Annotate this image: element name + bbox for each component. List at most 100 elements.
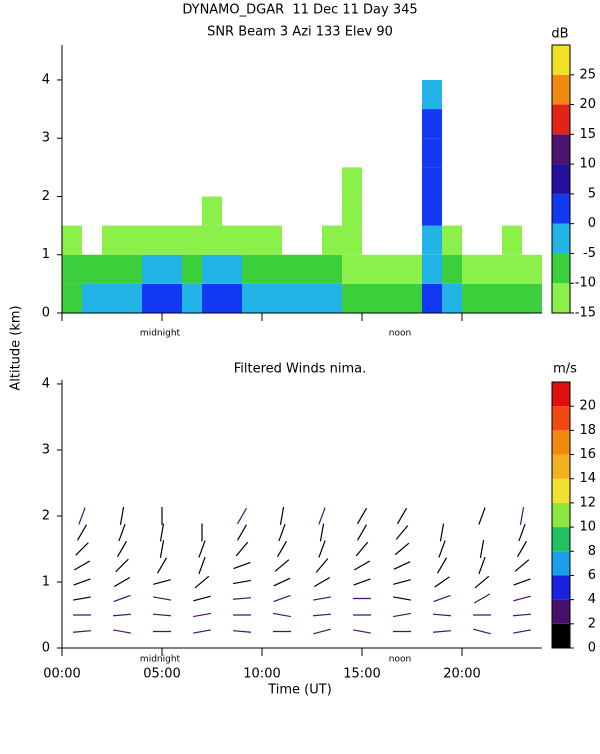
- wind-vector: [513, 578, 531, 586]
- x-axis-label: Time (UT): [267, 683, 332, 698]
- wind-vector: [159, 523, 165, 542]
- wind-vector: [512, 613, 532, 617]
- colorbar-tick-label: -15: [575, 306, 596, 321]
- wind-vector: [439, 523, 445, 542]
- wind-vector: [432, 613, 452, 617]
- colorbar-swatch: [552, 623, 570, 648]
- wind-vector: [318, 540, 326, 558]
- colorbar-swatch: [552, 502, 570, 528]
- heatmap-cell: [202, 196, 222, 226]
- heatmap-cell: [62, 283, 82, 313]
- heatmap-cell: [362, 254, 382, 284]
- colorbar-tick-label: 6: [588, 568, 596, 583]
- wind-vector: [73, 578, 91, 586]
- heatmap-cell: [322, 254, 342, 284]
- wind-vector: [353, 629, 371, 634]
- colorbar-swatch: [552, 223, 570, 254]
- wind-vector: [313, 628, 331, 635]
- heatmap-cell: [502, 254, 522, 284]
- wind-vector: [236, 507, 248, 525]
- wind-vector: [393, 579, 411, 585]
- heatmap-cell: [442, 225, 462, 255]
- wind-vector: [355, 541, 369, 557]
- y-tick-label: 1: [42, 574, 50, 589]
- heatmap-cell: [142, 225, 162, 255]
- wind-vector: [235, 541, 249, 557]
- wind-vector: [279, 507, 285, 525]
- wind-vector: [153, 596, 171, 601]
- colorbar-swatch: [552, 454, 570, 479]
- colorbar-tick-label: 20: [579, 97, 596, 112]
- heatmap-cell: [502, 225, 522, 255]
- colorbar-tick-label: 14: [579, 471, 596, 486]
- heatmap-cell: [522, 254, 542, 284]
- wind-vector: [393, 596, 411, 601]
- wind-vector: [318, 507, 326, 525]
- wind-vector: [353, 560, 371, 571]
- colorbar-swatch: [552, 382, 570, 407]
- heatmap-cell: [282, 254, 302, 284]
- wind-vector: [113, 576, 131, 588]
- colorbar-tick-label: 15: [579, 127, 596, 142]
- wind-vector: [112, 613, 132, 617]
- colorbar-frame: [551, 381, 571, 649]
- wind-vector: [115, 558, 129, 573]
- heatmap-cell: [342, 196, 362, 226]
- panel-title: Filtered Winds nima.: [234, 362, 366, 377]
- wind-vector: [156, 557, 168, 574]
- wind-vector: [356, 524, 368, 541]
- heatmap-cell: [382, 254, 402, 284]
- heatmap-cell: [482, 283, 502, 313]
- wind-vector: [479, 540, 485, 558]
- wind-vector: [273, 612, 291, 618]
- heatmap-cell: [202, 283, 222, 313]
- wind-vector: [116, 540, 128, 558]
- colorbar-swatch: [552, 527, 570, 552]
- heatmap-cell: [202, 225, 222, 255]
- wind-vector: [393, 612, 411, 618]
- heatmap-cell: [242, 283, 262, 313]
- colorbar-tick-label: 4: [588, 592, 596, 607]
- wind-vector: [76, 524, 88, 541]
- annotation: midnight: [140, 329, 181, 339]
- chart-title: DYNAMO_DGAR 11 Dec 11 Day 345: [182, 3, 417, 18]
- heatmap-cell: [282, 283, 302, 313]
- annotation: midnight: [140, 655, 181, 665]
- y-tick-label: 3: [42, 131, 50, 146]
- colorbar-swatch: [552, 164, 570, 194]
- heatmap-cell: [182, 283, 202, 313]
- wind-vector: [473, 628, 491, 635]
- wind-vector: [119, 507, 125, 525]
- heatmap-cell: [242, 254, 262, 284]
- heatmap-cell: [222, 225, 242, 255]
- heatmap-cell: [462, 254, 482, 284]
- heatmap-cell: [122, 225, 142, 255]
- y-axis-label: Altitude (km): [9, 305, 24, 390]
- heatmap-cell: [262, 283, 282, 313]
- heatmap-cell: [142, 254, 162, 284]
- wind-vector: [356, 507, 368, 525]
- colorbar-swatch: [552, 253, 570, 284]
- wind-vector: [394, 542, 410, 556]
- wind-vector: [113, 594, 131, 603]
- heatmap-cell: [262, 254, 282, 284]
- wind-vector: [72, 630, 92, 633]
- colorbar-tick-label: 10: [579, 157, 596, 172]
- heatmap-cell: [422, 109, 442, 139]
- wind-vector: [313, 596, 331, 601]
- y-tick-label: 4: [42, 72, 50, 87]
- wind-vector: [233, 561, 251, 570]
- wind-vector: [276, 540, 288, 558]
- heatmap-cell: [422, 283, 442, 313]
- heatmap-cell: [422, 167, 442, 197]
- colorbar-swatch: [552, 104, 570, 135]
- wind-vector: [474, 575, 490, 589]
- colorbar-swatch: [552, 45, 570, 75]
- colorbar-tick-label: 2: [588, 616, 596, 631]
- heatmap-cell: [382, 283, 402, 313]
- wind-vector: [432, 630, 452, 633]
- y-tick-label: 0: [42, 306, 50, 321]
- wind-vector: [274, 559, 290, 572]
- wind-vector: [193, 612, 211, 618]
- wind-vector: [319, 523, 325, 542]
